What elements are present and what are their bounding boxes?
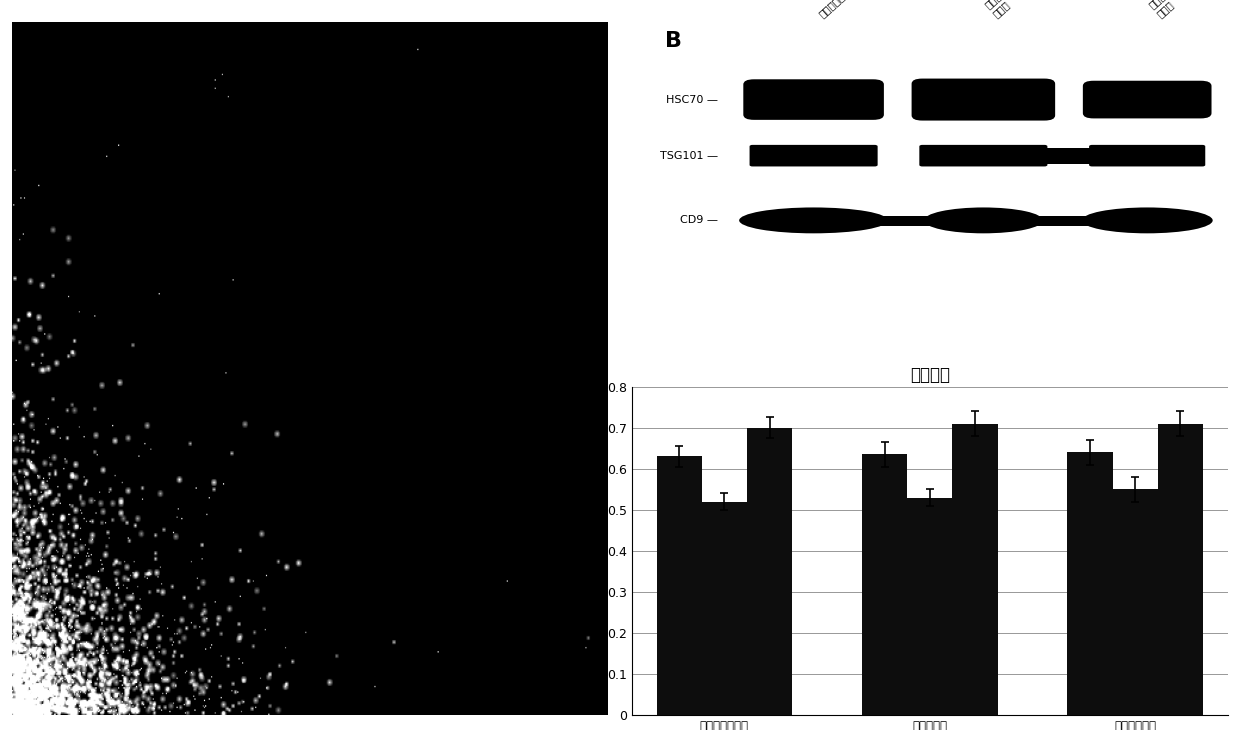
Bar — [874, 147, 923, 164]
Bar — [908, 498, 952, 715]
Text: 非心源性血清
外泌体: 非心源性血清 外泌体 — [1147, 0, 1189, 19]
Ellipse shape — [924, 207, 1043, 234]
Text: 健康血清外泌体: 健康血清外泌体 — [817, 0, 856, 19]
Bar — [1112, 489, 1158, 715]
Bar — [784, 215, 1177, 226]
Bar — [746, 428, 792, 715]
FancyBboxPatch shape — [749, 145, 878, 166]
Text: TSG101 —: TSG101 — — [660, 150, 718, 161]
FancyBboxPatch shape — [743, 80, 884, 120]
Bar — [952, 423, 997, 715]
Text: CD9 —: CD9 — — [681, 215, 718, 226]
Bar — [656, 456, 702, 715]
FancyBboxPatch shape — [919, 145, 1048, 166]
Bar — [1068, 453, 1112, 715]
Text: B: B — [665, 31, 682, 50]
Text: A: A — [12, 29, 32, 53]
Bar — [1158, 423, 1203, 715]
Bar — [862, 455, 908, 715]
Ellipse shape — [1081, 207, 1213, 234]
Bar — [753, 147, 1203, 164]
Ellipse shape — [739, 207, 888, 234]
FancyBboxPatch shape — [911, 79, 1055, 120]
Bar — [702, 502, 746, 715]
Title: 表达水平: 表达水平 — [910, 366, 950, 384]
Text: 心源性血清
外泌体: 心源性血清 外泌体 — [983, 0, 1021, 19]
Text: HSC70 —: HSC70 — — [666, 95, 718, 104]
FancyBboxPatch shape — [1083, 81, 1211, 118]
FancyBboxPatch shape — [1089, 145, 1205, 166]
